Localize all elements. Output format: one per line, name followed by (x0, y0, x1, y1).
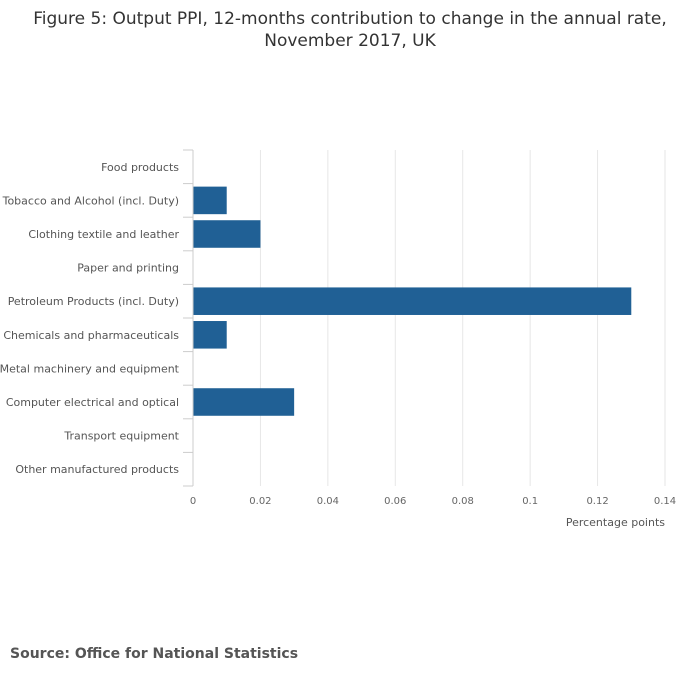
bars (193, 186, 632, 416)
bar (193, 388, 295, 416)
gridlines (259, 150, 666, 486)
bar (193, 287, 632, 315)
category-label: Petroleum Products (incl. Duty) (8, 295, 179, 308)
x-tick-label: 0.02 (249, 496, 271, 507)
x-tick-label: 0.12 (586, 496, 608, 507)
bar (193, 321, 227, 349)
category-label: Transport equipment (63, 430, 179, 443)
x-tick-label: 0.14 (654, 496, 676, 507)
category-label: Other manufactured products (15, 463, 179, 476)
chart-title-line-2: November 2017, UK (264, 31, 436, 51)
category-label: Metal machinery and equipment (0, 362, 180, 375)
category-label: Chemicals and pharmaceuticals (3, 329, 179, 342)
x-tick-label: 0.06 (384, 496, 406, 507)
category-axis (183, 149, 194, 487)
category-label: Computer electrical and optical (6, 396, 179, 409)
x-tick-label: 0.04 (317, 496, 339, 507)
category-label: Tobacco and Alcohol (incl. Duty) (2, 194, 179, 207)
category-labels: Food products Tobacco and Alcohol (incl. … (0, 161, 180, 476)
bar (193, 220, 261, 248)
x-axis-title: Percentage points (566, 516, 665, 529)
x-tick-label: 0 (190, 496, 196, 507)
x-tick-label: 0.08 (452, 496, 474, 507)
category-label: Clothing textile and leather (28, 228, 179, 241)
source-note: Source: Office for National Statistics (10, 646, 299, 662)
bar (193, 186, 227, 215)
category-label: Food products (101, 161, 179, 174)
chart-title: Figure 5: Output PPI, 12-months contribu… (0, 8, 700, 52)
x-tick-label: 0.1 (522, 496, 538, 507)
category-label: Paper and printing (77, 262, 179, 275)
x-axis-ticks: 0 0.02 0.04 0.06 0.08 0.1 0.12 0.14 (190, 496, 676, 507)
chart-title-line-1: Figure 5: Output PPI, 12-months contribu… (33, 9, 667, 29)
